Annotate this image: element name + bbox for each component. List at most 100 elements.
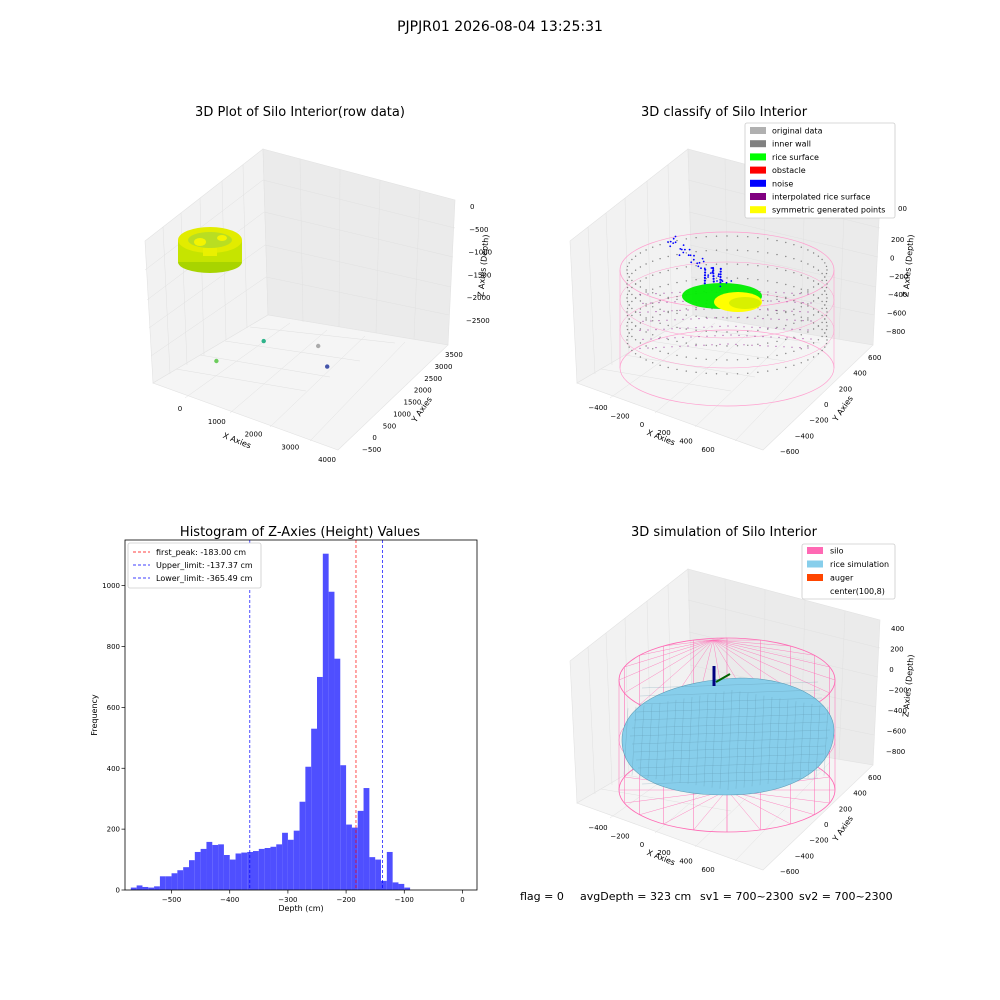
classify-legend-item: rice surface — [772, 153, 819, 162]
panel-raw-data: 3D Plot of Silo Interior(row data) — [144, 105, 492, 464]
simulation-y-tick-3: 0 — [824, 821, 828, 829]
histogram-bar — [346, 824, 352, 890]
histogram-bar — [386, 851, 393, 890]
histogram-y-tick-label: 600 — [107, 704, 120, 712]
classify-y-axis-label: Y Axies — [830, 394, 855, 424]
panel-histogram: Histogram of Z-Axies (Height) Values −50… — [90, 525, 478, 913]
histogram-bar — [322, 553, 329, 890]
histogram-legend: first_peak: -183.00 cm Upper_limit: -137.… — [127, 542, 262, 589]
raw-y-tick-6: 2500 — [424, 375, 442, 383]
histogram-bar — [253, 851, 259, 890]
raw-z-tick-1: −500 — [469, 226, 488, 234]
histogram-bar — [398, 883, 405, 890]
histogram-x-ticks: −500 −400 −300 −200 −100 0 — [162, 890, 465, 904]
simulation-x-tick-0: −400 — [588, 824, 607, 832]
simulation-x-ticks: −400−200 0 200 400 600 — [588, 824, 714, 874]
histogram-bar — [218, 844, 224, 890]
classify-y-tick-3: 0 — [824, 401, 828, 409]
raw-back-pane — [262, 148, 456, 346]
raw-y-tick-2: 500 — [383, 422, 396, 430]
simulation-plot-title: 3D simulation of Silo Interior — [631, 525, 818, 540]
histogram-y-axis-label: Frequency — [90, 694, 99, 736]
simulation-y-tick-6: 600 — [868, 774, 881, 782]
histogram-bar — [264, 848, 271, 890]
histogram-bar — [293, 830, 300, 890]
histogram-bar — [317, 676, 323, 890]
simulation-x-tick-4: 400 — [679, 858, 692, 866]
histogram-bar — [258, 848, 265, 890]
simulation-x-tick-1: −200 — [610, 832, 629, 840]
raw-z-axis-label: Z Axies (Depth) — [476, 234, 490, 297]
classify-y-tick-1: −400 — [795, 432, 814, 440]
simulation-y-tick-4: 200 — [839, 805, 852, 813]
classify-z-tick-top-partial: 00 — [898, 205, 907, 213]
histogram-y-tick-label: 800 — [107, 643, 120, 651]
simulation-legend-item: silo — [830, 547, 844, 556]
sv1-status: sv1 = 700~2300 — [700, 890, 794, 903]
simulation-legend-swatch — [807, 574, 823, 581]
classify-noise-points — [667, 235, 733, 288]
classify-z-tick-4: −600 — [887, 310, 906, 318]
simulation-y-axis-label: Y Axies — [830, 814, 855, 844]
histogram-bar — [369, 857, 376, 890]
histogram-bar — [363, 788, 370, 890]
raw-outlier-point — [261, 338, 266, 344]
histogram-bar — [154, 886, 160, 890]
raw-y-tick-4: 1500 — [404, 399, 422, 407]
histogram-bar — [177, 870, 184, 890]
raw-z-tick-4: −2000 — [467, 294, 491, 302]
histogram-reference-lines — [249, 540, 383, 890]
classify-z-tick-0: 200 — [891, 236, 904, 244]
histogram-frame — [124, 539, 478, 891]
simulation-z-axis-label: Z Axies (Depth) — [901, 654, 915, 717]
classify-z-tick-2: −200 — [889, 273, 908, 281]
classify-x-tick-3: 200 — [657, 429, 670, 437]
histogram-bar — [148, 887, 155, 890]
simulation-y-tick-1: −400 — [795, 852, 814, 860]
simulation-z-tick-5: −600 — [887, 728, 906, 736]
histogram-bar — [241, 852, 248, 890]
histogram-x-tick-label: −100 — [395, 896, 414, 904]
simulation-legend-swatch — [807, 560, 823, 568]
histogram-y-tick-label: 0 — [116, 887, 120, 895]
histogram-y-tick-label: 1000 — [102, 582, 120, 590]
raw-x-tick-1: 1000 — [208, 418, 226, 426]
histogram-x-tick-label: 0 — [460, 896, 464, 904]
classify-legend-swatch — [750, 140, 766, 148]
simulation-z-tick-0: 400 — [891, 625, 904, 633]
raw-y-tick-8: 3500 — [445, 351, 463, 359]
histogram-bar — [404, 887, 411, 890]
simulation-y-tick-5: 400 — [853, 790, 866, 798]
histogram-bar — [276, 844, 283, 890]
raw-x-tick-2: 2000 — [245, 431, 263, 439]
avg-depth-status: avgDepth = 323 cm — [580, 890, 691, 903]
raw-outlier-points — [214, 338, 330, 369]
simulation-z-tick-1: 200 — [890, 646, 903, 654]
simulation-x-tick-2: 0 — [640, 841, 644, 849]
classify-legend-swatch — [750, 153, 766, 161]
simulation-z-ticks: 400 200 0 −200 −400 −600 −800 — [886, 625, 908, 756]
histogram-bar — [194, 851, 201, 890]
classify-y-tick-5: 400 — [853, 370, 866, 378]
histogram-bar — [171, 873, 178, 890]
raw-x-ticks: 0 1000 2000 3000 4000 — [178, 405, 336, 464]
classify-x-tick-1: −200 — [610, 412, 629, 420]
raw-y-tick-1: 0 — [372, 434, 376, 442]
histogram-x-tick-label: −200 — [336, 896, 355, 904]
histogram-bar — [287, 839, 294, 890]
histogram-bar — [351, 827, 358, 890]
classify-y-tick-6: 600 — [868, 354, 881, 362]
histogram-bar — [142, 886, 149, 890]
classify-legend-item: noise — [772, 179, 793, 188]
histogram-bar — [328, 591, 335, 890]
simulation-legend-box — [801, 543, 896, 600]
histogram-bar — [270, 846, 277, 890]
raw-y-tick-5: 2000 — [414, 387, 432, 395]
classify-legend-swatch — [750, 206, 766, 214]
classify-legend-swatch — [750, 166, 766, 174]
histogram-y-tick-label: 400 — [107, 765, 120, 773]
histogram-bar — [200, 848, 207, 890]
histogram-bar — [381, 880, 387, 890]
figure-title: PJPJR01 2026-08-04 13:25:31 — [397, 19, 603, 35]
